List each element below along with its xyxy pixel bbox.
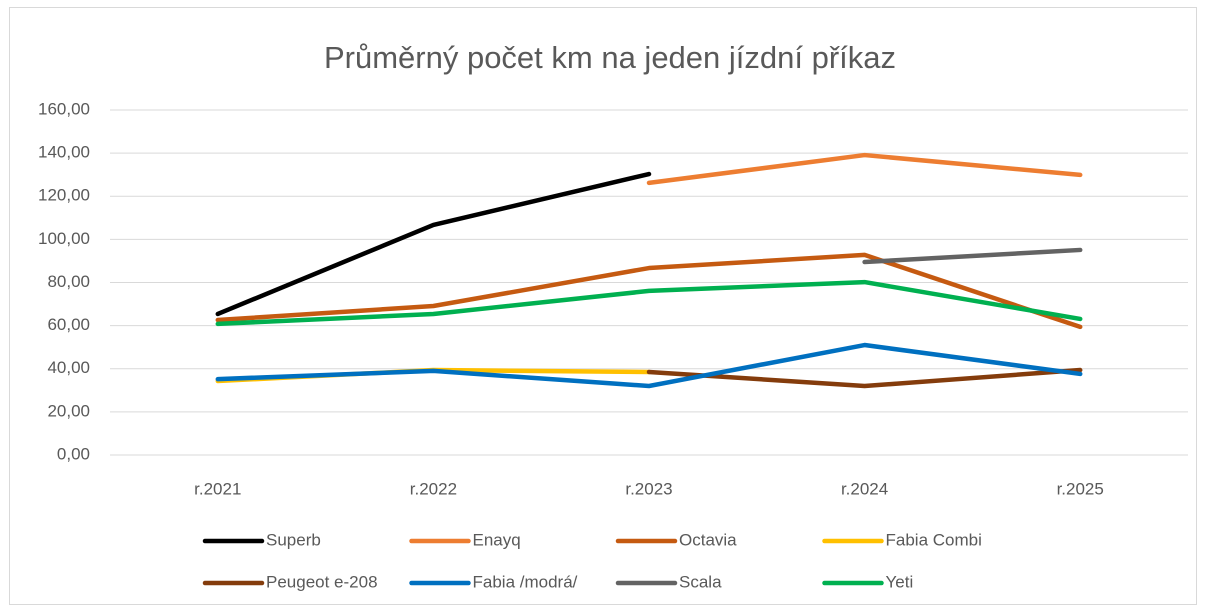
y-tick-label: 140,00 <box>38 143 90 162</box>
legend-label: Superb <box>266 530 321 549</box>
legend-label: Yeti <box>886 572 914 591</box>
legend-label: Fabia /modrá/ <box>473 572 578 591</box>
y-tick-label: 120,00 <box>38 186 90 205</box>
y-tick-label: 40,00 <box>47 358 90 377</box>
y-tick-label: 160,00 <box>38 99 90 118</box>
series-line <box>646 152 1083 186</box>
series-line <box>215 342 1083 389</box>
x-tick-label: r.2024 <box>841 479 888 498</box>
y-tick-label: 60,00 <box>47 315 90 334</box>
legend-label: Enayq <box>473 530 521 549</box>
x-tick-label: r.2021 <box>194 479 241 498</box>
chart-title: Průměrný počet km na jeden jízdní příkaz <box>324 40 896 75</box>
legend-label: Scala <box>679 572 722 591</box>
y-tick-label: 20,00 <box>47 401 90 420</box>
legend-label: Peugeot e-208 <box>266 572 378 591</box>
legend-label: Fabia Combi <box>886 530 982 549</box>
y-tick-label: 0,00 <box>57 444 90 463</box>
series-line <box>215 279 1083 327</box>
series-line <box>862 247 1083 265</box>
series-line <box>215 171 652 317</box>
x-tick-label: r.2023 <box>625 479 672 498</box>
series-line <box>215 252 1083 330</box>
x-tick-label: r.2025 <box>1057 479 1104 498</box>
legend-label: Octavia <box>679 530 737 549</box>
y-tick-label: 100,00 <box>38 229 90 248</box>
y-tick-label: 80,00 <box>47 272 90 291</box>
x-tick-label: r.2022 <box>410 479 457 498</box>
series-line <box>646 367 1083 389</box>
